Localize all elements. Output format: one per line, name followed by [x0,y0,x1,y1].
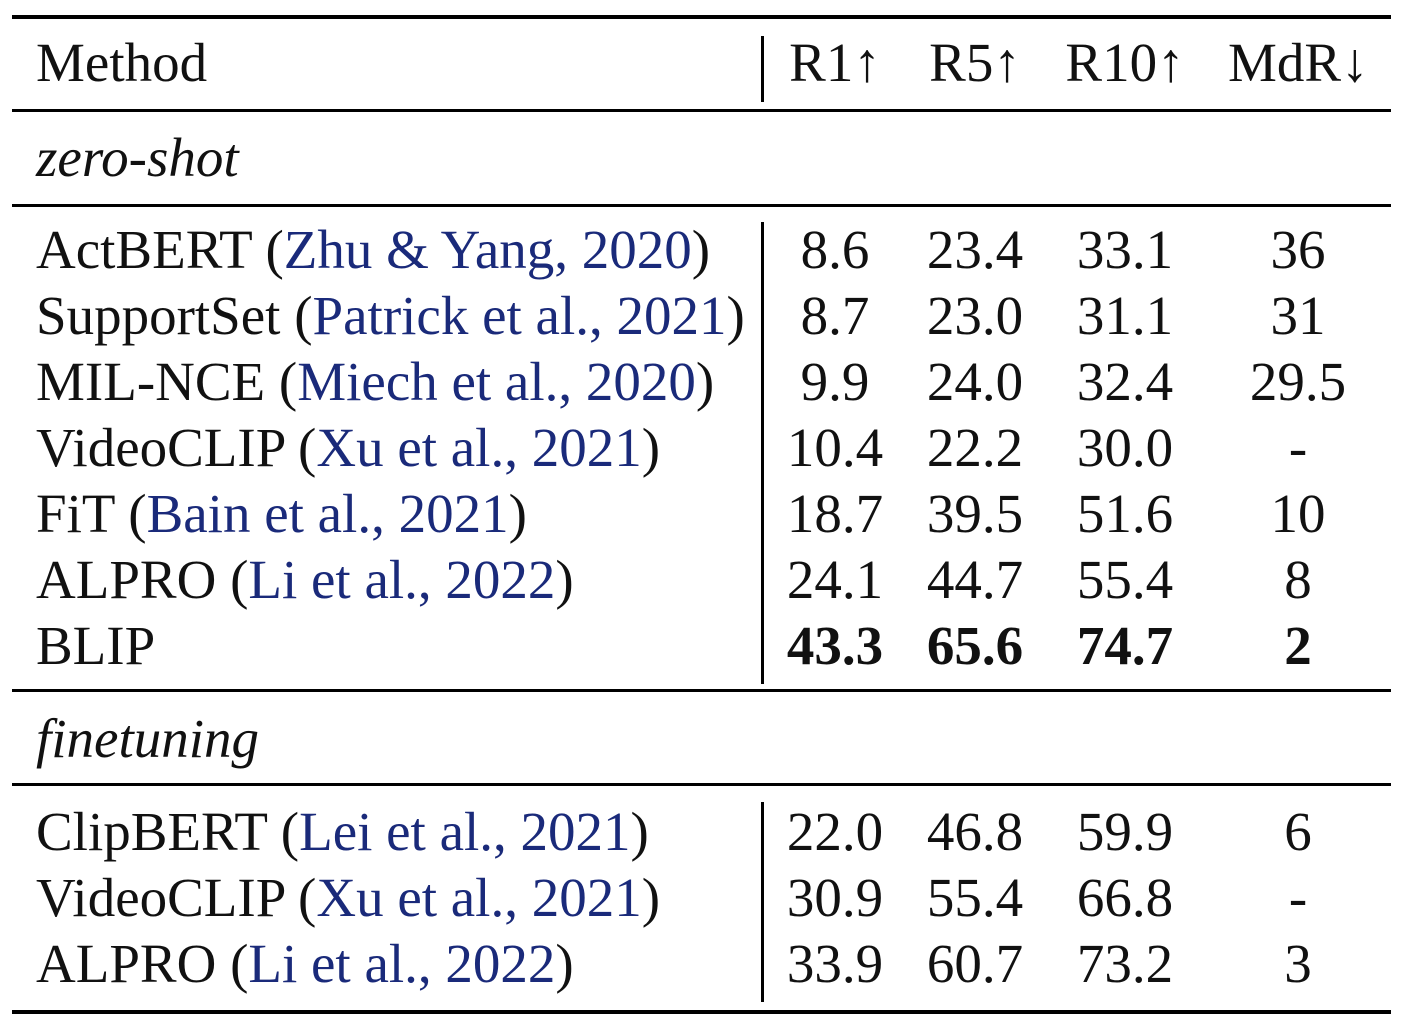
value-r10: 74.7 [1076,615,1174,676]
value-mdr: 8 [1284,549,1312,610]
section-rule-zero-shot [12,204,1391,207]
header-rule [12,109,1391,112]
value-r10: 33.1 [1076,219,1174,280]
column-separator-finetuning [761,802,764,1002]
value-r5: 22.2 [926,417,1024,478]
section-label-zero-shot: zero-shot [36,127,239,188]
value-r10: 55.4 [1076,549,1174,610]
method-name: VideoCLIP [36,417,285,478]
value-mdr: 31 [1270,285,1326,346]
section-label-finetuning: finetuning [36,708,260,769]
value-r10: 51.6 [1076,483,1174,544]
header-mdr: MdR↓ [1228,32,1369,93]
value-r10: 31.1 [1076,285,1174,346]
value-r1: 8.7 [800,285,870,346]
method-cell: FiT (Bain et al., 2021) [36,483,527,544]
method-cell: ActBERT (Zhu & Yang, 2020) [36,219,711,280]
citation-link[interactable]: Lei et al., 2021 [299,801,631,862]
method-cell: BLIP [36,613,155,679]
method-name: BLIP [36,615,156,676]
method-cell: MIL-NCE (Miech et al., 2020) [36,351,715,412]
value-mdr: 36 [1270,219,1326,280]
citation-link[interactable]: Li et al., 2022 [248,549,556,610]
value-r1: 18.7 [786,483,884,544]
method-name: ClipBERT [36,801,268,862]
value-r10: 66.8 [1076,867,1174,928]
method-cell: ALPRO (Li et al., 2022) [36,549,574,610]
method-cell: VideoCLIP (Xu et al., 2021) [36,417,661,478]
value-r10: 73.2 [1076,933,1174,994]
value-mdr: 2 [1284,615,1312,676]
top-rule [12,15,1391,19]
header-r1: R1↑ [789,32,881,93]
value-r5: 65.6 [926,615,1024,676]
value-r5: 24.0 [926,351,1024,412]
method-name: ALPRO [36,933,217,994]
method-cell: ClipBERT (Lei et al., 2021) [36,801,649,862]
method-cell: ALPRO (Li et al., 2022) [36,933,574,994]
method-name: MIL-NCE [36,351,266,412]
header-method: Method [36,32,208,93]
citation-link[interactable]: Xu et al., 2021 [316,867,642,928]
value-r1: 30.9 [786,867,884,928]
value-mdr: 10 [1270,483,1326,544]
value-r5: 39.5 [926,483,1024,544]
value-r5: 55.4 [926,867,1024,928]
citation-link[interactable]: Patrick et al., 2021 [312,285,727,346]
method-cell: SupportSet (Patrick et al., 2021) [36,285,745,346]
value-r1: 24.1 [786,549,884,610]
section-rule-finetuning [12,783,1391,786]
header-r10: R10↑ [1065,32,1185,93]
value-r1: 22.0 [786,801,884,862]
citation-link[interactable]: Xu et al., 2021 [316,417,642,478]
method-name: SupportSet [36,285,281,346]
value-r5: 46.8 [926,801,1024,862]
method-name: FiT [36,483,115,544]
value-r1: 43.3 [786,615,884,676]
bottom-rule [12,1010,1391,1014]
method-cell: VideoCLIP (Xu et al., 2021) [36,867,661,928]
column-separator-zero-shot [761,222,764,684]
value-r10: 30.0 [1076,417,1174,478]
value-r1: 9.9 [800,351,870,412]
value-r5: 23.4 [926,219,1024,280]
value-mdr: - [1288,867,1308,928]
value-r5: 44.7 [926,549,1024,610]
header-r5: R5↑ [929,32,1021,93]
value-r1: 10.4 [786,417,884,478]
section-end-rule-zero-shot [12,689,1391,692]
method-name: ActBERT [36,219,252,280]
citation-link[interactable]: Miech et al., 2020 [297,351,696,412]
citation-link[interactable]: Li et al., 2022 [248,933,556,994]
column-separator-header [761,36,764,102]
value-r5: 23.0 [926,285,1024,346]
value-r10: 59.9 [1076,801,1174,862]
value-r10: 32.4 [1076,351,1174,412]
value-mdr: 3 [1284,933,1312,994]
citation-link[interactable]: Bain et al., 2021 [146,483,509,544]
value-mdr: - [1288,417,1308,478]
citation-link[interactable]: Zhu & Yang, 2020 [283,219,692,280]
value-r5: 60.7 [926,933,1024,994]
value-r1: 33.9 [786,933,884,994]
value-r1: 8.6 [800,219,870,280]
method-name: VideoCLIP [36,867,285,928]
value-mdr: 29.5 [1249,351,1347,412]
value-mdr: 6 [1284,801,1312,862]
method-name: ALPRO [36,549,217,610]
